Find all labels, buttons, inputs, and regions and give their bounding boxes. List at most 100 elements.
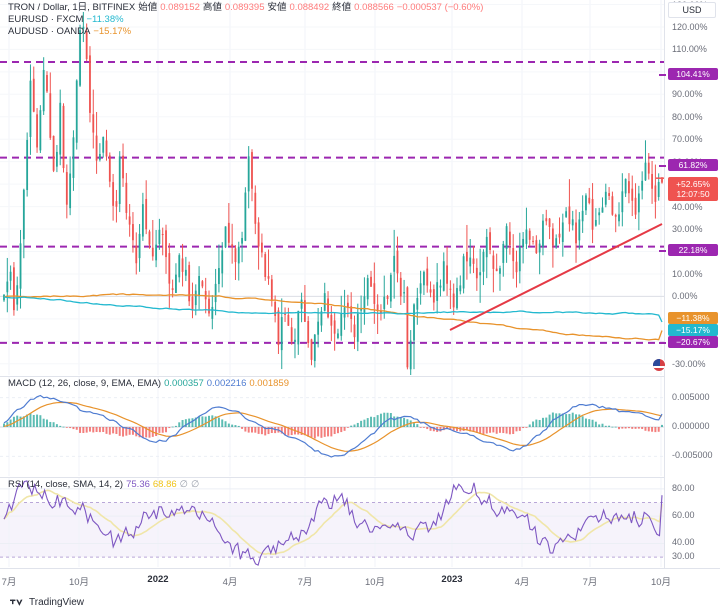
macd-histogram-bar bbox=[363, 419, 366, 427]
rsi-pane[interactable] bbox=[0, 477, 664, 567]
candle-body bbox=[525, 229, 528, 244]
candle-body bbox=[456, 288, 458, 309]
macd-histogram-bar bbox=[42, 418, 45, 427]
compare-line-audusd[interactable] bbox=[3, 293, 663, 341]
candle-body bbox=[75, 80, 78, 143]
macd-histogram-bar bbox=[482, 427, 485, 435]
candle-body bbox=[211, 306, 214, 319]
candle-body bbox=[340, 313, 343, 336]
macd-histogram-bar bbox=[6, 422, 9, 427]
candle-body bbox=[512, 248, 515, 262]
price-tag-fib-0[interactable]: 104.41% bbox=[668, 68, 718, 80]
macd-pane[interactable] bbox=[0, 376, 664, 476]
macd-histogram-bar bbox=[366, 418, 369, 427]
candle-body bbox=[89, 55, 91, 113]
macd-signal-line[interactable] bbox=[3, 401, 663, 452]
candle-body bbox=[399, 277, 402, 297]
candle-body bbox=[300, 299, 303, 309]
candle-body bbox=[161, 234, 164, 236]
compare-legend-audusd[interactable]: AUDUSD · OANDA −15.17% bbox=[8, 26, 486, 38]
compare-name-audusd[interactable]: AUDUSD · OANDA bbox=[8, 26, 91, 37]
candle-body bbox=[287, 314, 290, 326]
macd-histogram-bar bbox=[456, 427, 458, 432]
macd-histogram-bar bbox=[416, 424, 419, 427]
no-entry-icon[interactable]: ∅ bbox=[179, 479, 188, 490]
macd-histogram-bar bbox=[19, 416, 22, 427]
compare-name-eurusd[interactable]: EURUSD · FXCM bbox=[8, 14, 84, 25]
macd-histogram-bar bbox=[604, 425, 607, 427]
macd-histogram-bar bbox=[399, 417, 402, 427]
price-tag-series-5[interactable]: −15.17% bbox=[668, 324, 718, 336]
macd-histogram-bar bbox=[591, 419, 594, 427]
symbol-title[interactable]: TRON / Dollar, 1日, BITFINEX bbox=[8, 2, 136, 13]
candle-body bbox=[419, 283, 422, 294]
macd-histogram-bar bbox=[624, 427, 627, 429]
macd-histogram-bar bbox=[479, 427, 482, 434]
candle-body bbox=[98, 154, 101, 160]
price-tag-fib-6[interactable]: −20.67% bbox=[668, 336, 718, 348]
macd-histogram-bar bbox=[313, 427, 316, 439]
candle-body bbox=[439, 285, 442, 288]
rsi-sma-line[interactable] bbox=[3, 489, 663, 556]
time-label-8: 7月 bbox=[582, 577, 598, 588]
close-value: 0.088566 bbox=[354, 2, 394, 13]
macd-histogram-bar bbox=[469, 427, 472, 432]
rsi-legend[interactable]: RSI (14, close, SMA, 14, 2) 75.36 68.86 ∅ ∅ bbox=[8, 479, 202, 491]
candle-body bbox=[218, 268, 220, 285]
main-price-pane[interactable] bbox=[0, 0, 664, 375]
candle-body bbox=[148, 231, 151, 245]
no-entry-icon-2[interactable]: ∅ bbox=[190, 479, 200, 490]
candlestick-series[interactable] bbox=[3, 11, 663, 375]
candle-body bbox=[313, 334, 316, 362]
macd-histogram-bar bbox=[489, 427, 492, 433]
macd-histogram-bar bbox=[495, 427, 498, 434]
price-axis[interactable] bbox=[664, 0, 720, 568]
rsi-chart-canvas[interactable] bbox=[0, 478, 664, 567]
candle-body bbox=[528, 230, 531, 240]
macd-histogram-bar bbox=[303, 427, 306, 436]
tradingview-brand-text: TradingView bbox=[29, 597, 85, 608]
candle-body bbox=[168, 253, 171, 284]
price-tag-value: +52.65% bbox=[676, 179, 710, 189]
candle-body bbox=[122, 155, 124, 179]
macd-histogram-bar bbox=[36, 414, 39, 427]
main-symbol-legend[interactable]: TRON / Dollar, 1日, BITFINEX 始値 0.089152 高値 0… bbox=[8, 2, 486, 38]
macd-title[interactable]: MACD (12, 26, close, 9, EMA, EMA) bbox=[8, 378, 162, 389]
footer-bar: TradingView bbox=[0, 592, 720, 616]
macd-histogram-bar bbox=[379, 413, 382, 427]
macd-histogram-bar bbox=[439, 427, 442, 432]
macd-chart-canvas[interactable] bbox=[0, 377, 664, 476]
candle-body bbox=[343, 307, 346, 318]
candle-body bbox=[356, 313, 359, 342]
main-chart-canvas[interactable] bbox=[0, 0, 664, 375]
price-tag-fib-2[interactable]: 22.18% bbox=[668, 244, 718, 256]
rsi-line[interactable] bbox=[3, 480, 663, 566]
macd-histogram-bar bbox=[353, 424, 356, 427]
candle-body bbox=[482, 251, 485, 272]
tradingview-logo[interactable]: TradingView bbox=[10, 597, 84, 608]
macd-line[interactable] bbox=[3, 394, 663, 458]
macd-histogram-bar bbox=[234, 425, 237, 427]
macd-histogram-bar bbox=[320, 427, 323, 438]
macd-histogram-bar bbox=[317, 427, 320, 437]
macd-legend[interactable]: MACD (12, 26, close, 9, EMA, EMA) 0.00035… bbox=[8, 378, 292, 390]
macd-histogram-bar bbox=[108, 427, 111, 435]
price-tag-fib-1[interactable]: 61.82% bbox=[668, 159, 718, 171]
macd-histogram-bar bbox=[178, 422, 181, 427]
price-tag-series-4[interactable]: −11.38% bbox=[668, 312, 718, 324]
candle-body bbox=[138, 233, 141, 259]
trend-line[interactable] bbox=[449, 223, 663, 331]
macd-histogram-bar bbox=[661, 424, 663, 427]
candle-body bbox=[571, 219, 574, 226]
candle-body bbox=[62, 105, 65, 169]
macd-histogram bbox=[3, 412, 663, 439]
macd-histogram-bar bbox=[403, 417, 406, 427]
compare-legend-eurusd[interactable]: EURUSD · FXCM −11.38% bbox=[8, 14, 486, 26]
compare-line-eurusd[interactable] bbox=[3, 296, 663, 323]
rsi-title[interactable]: RSI (14, close, SMA, 14, 2) bbox=[8, 479, 124, 490]
macd-histogram-bar bbox=[270, 427, 273, 433]
country-flag-icon[interactable] bbox=[652, 358, 666, 372]
price-tag-price-3[interactable]: +52.65% 12:07:50 bbox=[668, 177, 718, 201]
currency-label[interactable]: USD bbox=[668, 2, 716, 18]
time-axis[interactable]: 7月 10月 2022 4月 7月 10月 2023 4月 7月 10月 bbox=[0, 568, 720, 592]
